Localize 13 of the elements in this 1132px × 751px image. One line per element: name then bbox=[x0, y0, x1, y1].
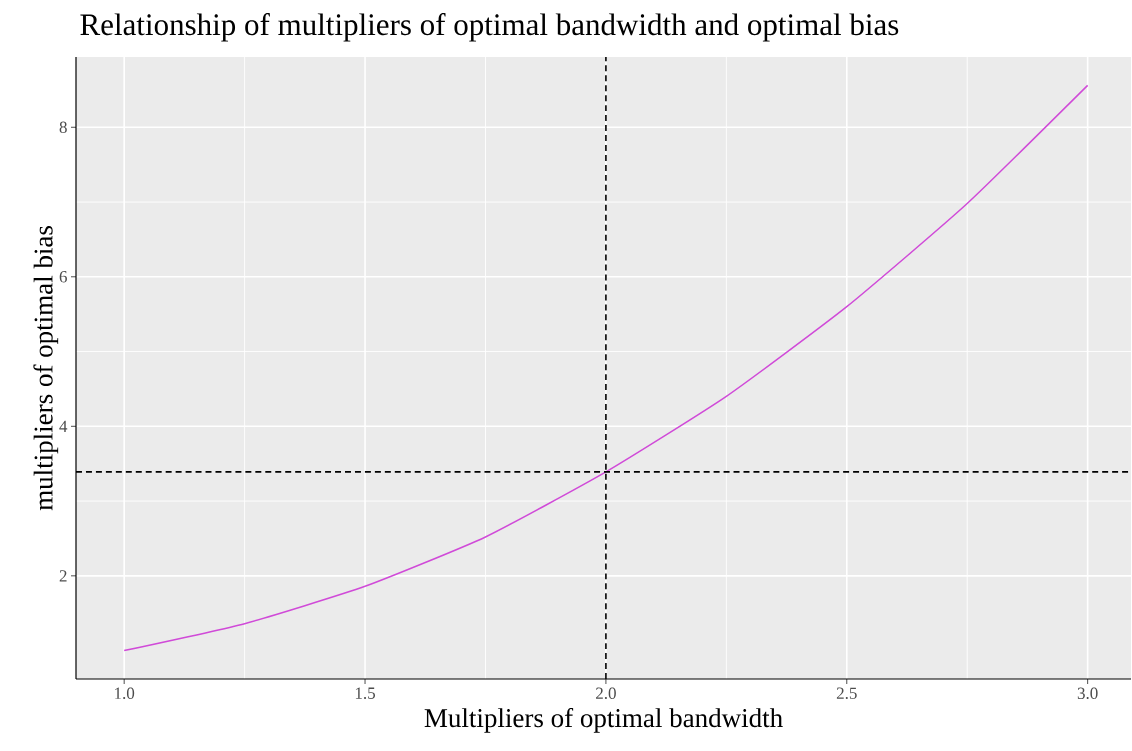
x-tick-label: 1.0 bbox=[115, 687, 135, 700]
x-tick-label: 2.0 bbox=[596, 687, 616, 700]
x-axis-title: Multipliers of optimal bandwidth bbox=[424, 707, 783, 733]
y-tick-label: 8 bbox=[59, 121, 67, 134]
chart-title: Relationship of multipliers of optimal bandwidth and optimal bias bbox=[80, 13, 899, 42]
x-tick-label: 2.5 bbox=[836, 687, 857, 700]
y-axis-title: multipliers of optimal bias bbox=[33, 226, 59, 511]
x-tick-label: 3.0 bbox=[1077, 687, 1098, 700]
y-tick-label: 2 bbox=[59, 570, 67, 582]
y-tick-label: 4 bbox=[59, 420, 68, 432]
y-tick-label: 6 bbox=[59, 271, 67, 283]
line-series bbox=[123, 84, 1089, 652]
x-tick-label: 1.5 bbox=[355, 687, 376, 699]
